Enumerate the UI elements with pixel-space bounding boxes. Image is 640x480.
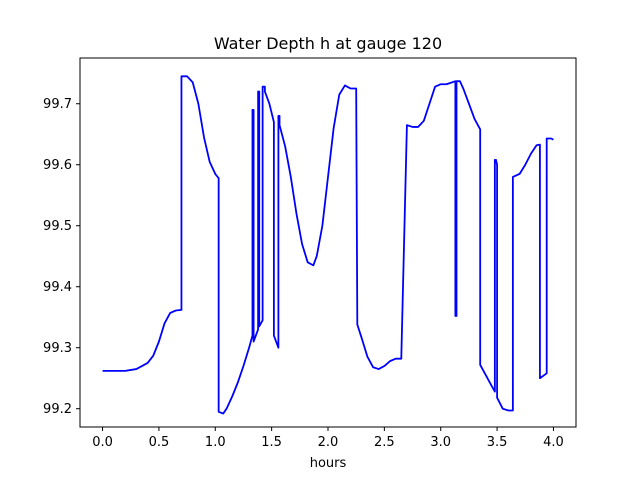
chart-title: Water Depth h at gauge 120 — [214, 34, 442, 53]
x-axis-label: hours — [310, 456, 347, 471]
y-tick-label: 99.4 — [43, 280, 72, 295]
x-tick-label: 2.0 — [318, 435, 339, 450]
y-tick-label: 99.5 — [43, 219, 72, 234]
x-tick-label: 2.5 — [374, 435, 395, 450]
y-axis: 99.2 99.3 99.4 99.5 99.6 99.7 — [43, 97, 80, 417]
x-tick-label: 1.0 — [205, 435, 226, 450]
y-tick-label: 99.2 — [43, 402, 72, 417]
x-axis: 0.0 0.5 1.0 1.5 2.0 2.5 3.0 3.5 4.0 — [92, 427, 564, 450]
y-tick-label: 99.7 — [43, 97, 72, 112]
x-tick-label: 3.0 — [430, 435, 451, 450]
x-tick-label: 0.0 — [92, 435, 113, 450]
y-tick-label: 99.3 — [43, 341, 72, 356]
x-tick-label: 3.5 — [487, 435, 508, 450]
series-line-water-depth — [102, 75, 554, 415]
x-tick-label: 0.5 — [149, 435, 170, 450]
x-tick-label: 1.5 — [261, 435, 282, 450]
y-tick-label: 99.6 — [43, 158, 72, 173]
x-tick-label: 4.0 — [543, 435, 564, 450]
